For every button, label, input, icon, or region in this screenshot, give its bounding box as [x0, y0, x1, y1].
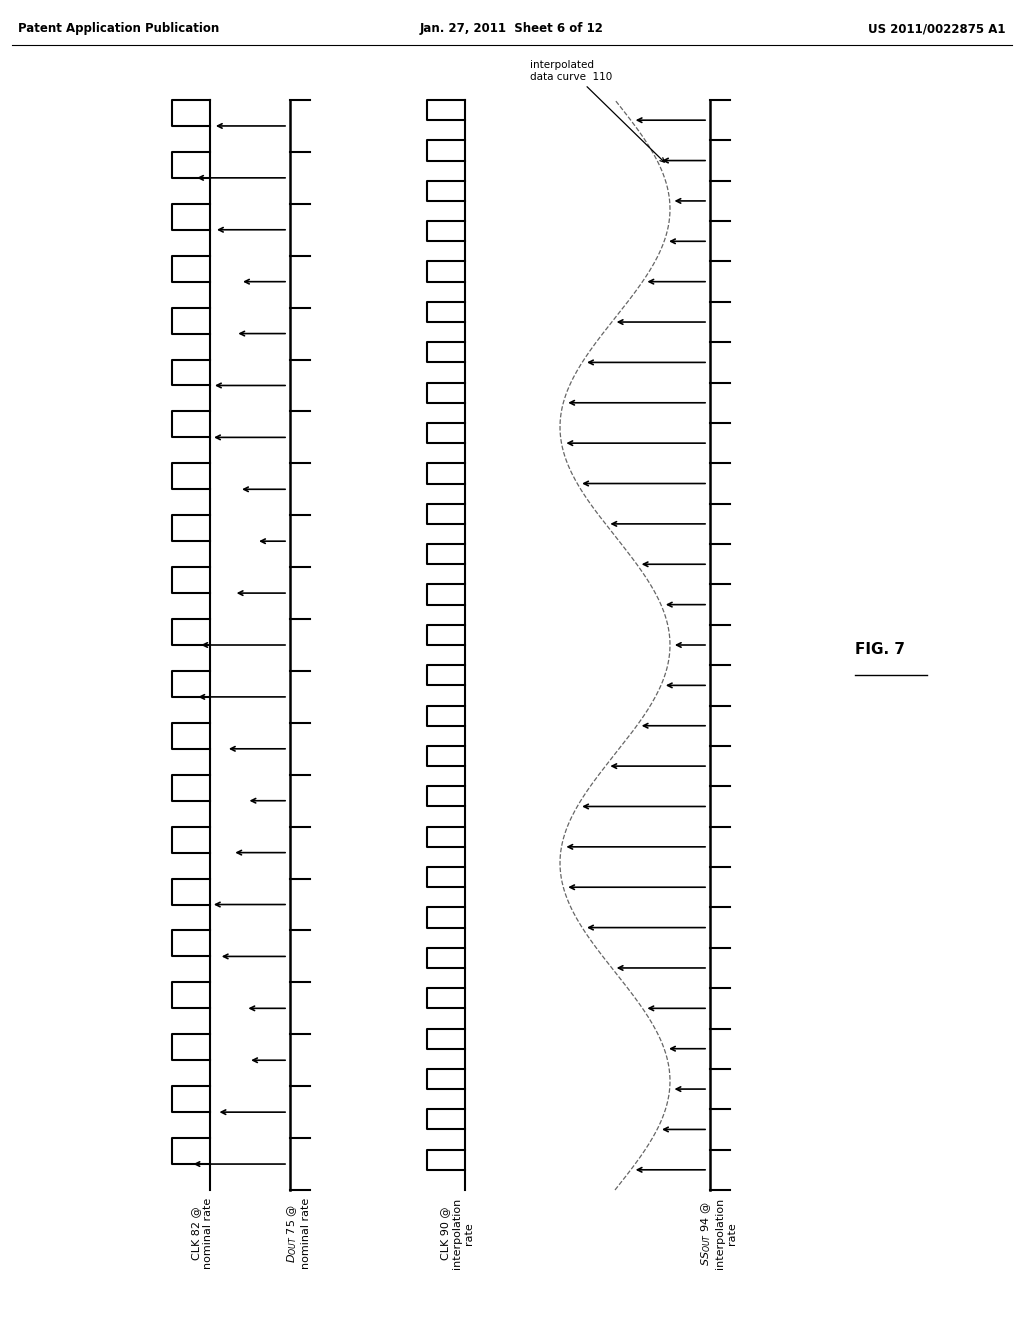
- Text: interpolated
data curve  110: interpolated data curve 110: [530, 61, 665, 162]
- Text: $SS_{OUT}$ 94 @
interpolation
rate: $SS_{OUT}$ 94 @ interpolation rate: [699, 1199, 736, 1270]
- Text: Patent Application Publication: Patent Application Publication: [18, 22, 219, 36]
- Text: US 2011/0022875 A1: US 2011/0022875 A1: [867, 22, 1005, 36]
- Text: CLK 82 @
nominal rate: CLK 82 @ nominal rate: [191, 1199, 213, 1270]
- Text: CLK 90 @
interpolation
rate: CLK 90 @ interpolation rate: [440, 1199, 473, 1270]
- Text: Jan. 27, 2011  Sheet 6 of 12: Jan. 27, 2011 Sheet 6 of 12: [420, 22, 604, 36]
- Text: FIG. 7: FIG. 7: [855, 643, 905, 657]
- Text: $D_{OUT}$ 75 @
nominal rate: $D_{OUT}$ 75 @ nominal rate: [286, 1199, 310, 1270]
